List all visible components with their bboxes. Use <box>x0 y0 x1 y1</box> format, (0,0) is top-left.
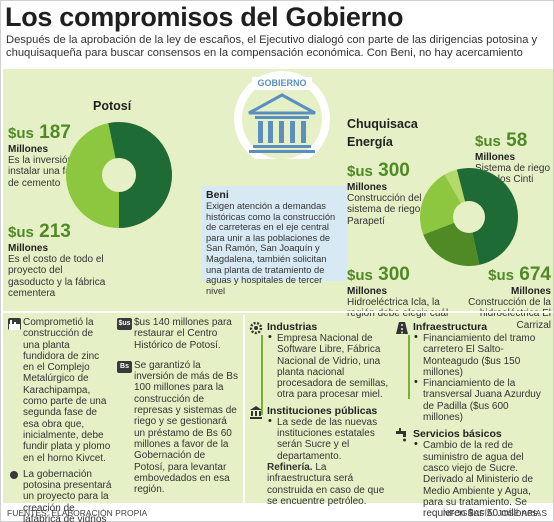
currency-label: $us <box>347 267 373 284</box>
currency-label: $us <box>475 133 501 150</box>
chuquisaca-amount-c: $us 300 Millones Hidroeléctrica Icla, la… <box>347 265 451 320</box>
bolivianos-icon: Bs <box>117 360 132 373</box>
chuquisaca-details-left: Industrias Empresa Nacional de Software … <box>249 321 389 507</box>
amount-value: 300 <box>378 160 410 181</box>
potosi-pie-chart <box>65 122 172 228</box>
page-title: Los compromisos del Gobierno <box>5 2 404 32</box>
pie-slice-2 <box>108 122 172 228</box>
footer-credits: INFOGRAFÍA: JOSÉ ARIAS <box>440 508 547 518</box>
accent-bar <box>408 335 410 399</box>
potosi-item-vidrio: La gobernación potosina presentará un pr… <box>23 468 112 522</box>
unit-label: Millones <box>8 144 49 155</box>
infraestructura-item-1: Financiamiento del tramo carretero El Sa… <box>413 332 551 378</box>
unit-label: Millones <box>475 152 516 163</box>
amount-value: 213 <box>39 221 71 242</box>
chuquisaca-amount-a: $us 300 Millones Construcción del sistem… <box>347 161 437 227</box>
unit-label: Millones <box>510 286 551 297</box>
intro-text: Después de la aprobación de la ley de es… <box>6 34 538 59</box>
institution-icon <box>249 405 263 424</box>
currency-label: $us <box>488 267 515 284</box>
refineria-title: Refinería. <box>267 461 313 473</box>
factory-icon <box>8 318 21 330</box>
bullet-dot-icon <box>10 470 18 479</box>
currency-label: $us <box>8 224 34 241</box>
currency-label: $us <box>8 125 34 142</box>
amount-description: Hidroeléctrica Icla, la región debe eleg… <box>347 297 449 320</box>
emblem-label: GOBIERNO <box>257 78 307 88</box>
pie-hole <box>102 158 136 192</box>
refineria-text: La infraestructura será construida en ca… <box>267 461 385 507</box>
beni-title: Beni <box>206 189 229 201</box>
amount-description: Es la inversión para instalar una fábric… <box>8 155 96 189</box>
potosi-amount-b: $us 213 Millones Es el costo de todo el … <box>8 222 110 299</box>
government-emblem: GOBIERNO <box>209 71 355 167</box>
content-panel: GOBIERNO Potosí $us 187 Millones Es la i… <box>3 69 553 522</box>
instituciones-item: La sede de las nuevas instituciones esta… <box>267 416 389 462</box>
beni-text: Exigen atención a demandas históricas co… <box>206 201 336 296</box>
infraestructura-title: Infraestructura <box>413 321 488 333</box>
potosi-details-left: Comprometió la construcción de una plant… <box>8 317 112 522</box>
horizontal-divider <box>3 311 553 313</box>
amount-description: Es el costo de todo el proyecto del gaso… <box>8 254 106 299</box>
road-icon <box>395 321 409 340</box>
instituciones-title: Instituciones públicas <box>267 404 378 417</box>
industrias-title: Industrias <box>267 321 318 333</box>
pie-slice-1 <box>65 123 119 228</box>
chuquisaca-details-right: Infraestructura Financiamiento del tramo… <box>395 321 551 519</box>
potosi-amount-a: $us 187 Millones Es la inversión para in… <box>8 123 100 189</box>
currency-label: $us <box>347 163 373 180</box>
potosi-item-historico: $us 140 millones para restaurar el Centr… <box>134 317 232 351</box>
vertical-divider <box>243 315 245 503</box>
amount-description: Construcción de la hidroeléctrica El Car… <box>468 297 551 331</box>
amount-value: 300 <box>378 264 410 285</box>
potosi-details-right: $us $us 140 millones para restaurar el C… <box>117 317 239 495</box>
accent-bar <box>261 335 263 415</box>
faucet-icon <box>395 428 409 447</box>
amount-value: 674 <box>519 264 551 285</box>
infraestructura-item-2: Financiamiento de la transversal Juana A… <box>413 377 551 423</box>
beni-box: Beni Exigen atención a demandas históric… <box>201 186 347 296</box>
industrias-item: Empresa Nacional de Software Libre, Fábr… <box>267 332 389 401</box>
unit-label: Millones <box>347 286 388 297</box>
chuquisaca-amount-b: $us 58 Millones Sistema de riego para lo… <box>475 131 553 186</box>
pie-slice-2 <box>456 168 518 265</box>
chuquisaca-subheading: Energía <box>347 135 393 149</box>
potosi-item-riego: Se garantizó la inversión de más de Bs 1… <box>134 359 238 496</box>
servicios-item: Cambio de la red de suministro de agua d… <box>413 439 551 519</box>
chuquisaca-pie-chart <box>420 168 518 266</box>
footer-sources: FUENTES: ELABORACIÓN PROPIA <box>7 508 148 518</box>
unit-label: Millones <box>347 182 388 193</box>
chuquisaca-amount-d: $us 674 Millones Construcción de la hidr… <box>457 265 551 331</box>
chuquisaca-heading: Chuquisaca <box>347 117 418 131</box>
amount-value: 58 <box>506 130 528 151</box>
potosi-item-zinc: Comprometió la construcción de una plant… <box>23 317 111 464</box>
pie-hole <box>453 201 485 233</box>
gears-icon <box>249 321 263 340</box>
servicios-title: Servicios básicos <box>413 428 502 441</box>
unit-label: Millones <box>8 243 49 254</box>
amount-description: Sistema de riego para los Cinti <box>475 163 551 186</box>
amount-description: Construcción del sistema de riego Parape… <box>347 193 422 227</box>
dollar-icon: $us <box>117 318 132 330</box>
amount-value: 187 <box>39 122 71 143</box>
potosi-heading: Potosí <box>93 99 132 113</box>
